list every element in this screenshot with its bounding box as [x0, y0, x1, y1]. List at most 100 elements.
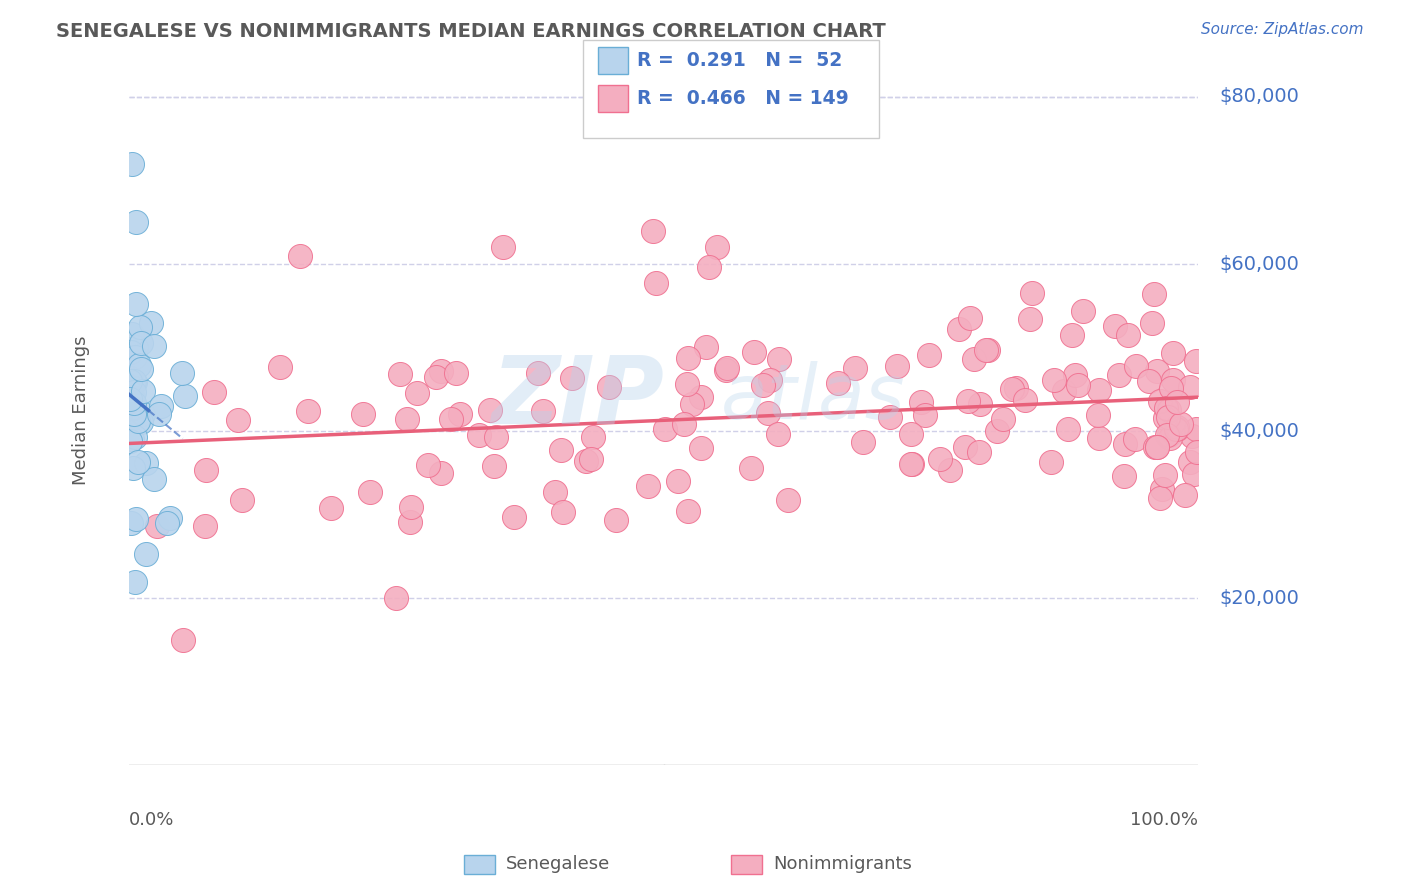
Point [637, 479, 659, 493]
Point [986, 424, 1008, 438]
Point [202, 384, 225, 399]
Text: Nonimmigrants: Nonimmigrants [773, 855, 912, 873]
Point [644, 277, 666, 291]
Point [503, 509, 526, 524]
Point [579, 451, 602, 466]
Text: ZIP: ZIP [492, 351, 665, 444]
Point [174, 389, 197, 403]
Point [844, 361, 866, 376]
Point [120, 516, 142, 530]
Point [974, 343, 997, 357]
Text: Senegalese: Senegalese [506, 855, 610, 873]
Point [1142, 317, 1164, 331]
Point [406, 386, 429, 401]
Point [929, 452, 952, 467]
Point [526, 367, 548, 381]
Point [689, 441, 711, 455]
Point [1166, 422, 1188, 436]
Point [1123, 432, 1146, 446]
Text: Median Earnings: Median Earnings [72, 335, 90, 485]
Point [910, 394, 932, 409]
Point [132, 407, 155, 421]
Point [914, 408, 936, 422]
Point [742, 345, 765, 359]
Point [886, 359, 908, 373]
Point [1088, 431, 1111, 445]
Point [1116, 327, 1139, 342]
Point [143, 339, 166, 353]
Point [124, 574, 146, 589]
Point [352, 407, 374, 421]
Point [385, 591, 408, 606]
Point [121, 157, 143, 171]
Point [689, 390, 711, 404]
Point [778, 492, 800, 507]
Point [1114, 437, 1136, 451]
Point [1137, 374, 1160, 388]
Point [641, 224, 664, 238]
Point [139, 317, 162, 331]
Point [425, 369, 447, 384]
Point [1161, 345, 1184, 359]
Point [120, 434, 142, 448]
Point [430, 467, 453, 481]
Text: $40,000: $40,000 [1219, 422, 1299, 441]
Point [676, 504, 699, 518]
Point [672, 417, 695, 431]
Point [131, 415, 153, 429]
Point [1125, 359, 1147, 373]
Point [1166, 422, 1188, 436]
Point [120, 409, 142, 424]
Point [1181, 428, 1204, 442]
Point [125, 215, 148, 229]
Point [401, 500, 423, 514]
Point [120, 345, 142, 359]
Point [1005, 381, 1028, 395]
Point [706, 240, 728, 254]
Point [194, 463, 217, 477]
Point [124, 375, 146, 389]
Point [575, 454, 598, 468]
Point [1153, 410, 1175, 425]
Text: 0.0%: 0.0% [129, 812, 174, 830]
Point [1146, 440, 1168, 454]
Point [118, 384, 141, 399]
Point [121, 432, 143, 446]
Point [900, 458, 922, 472]
Point [194, 518, 217, 533]
Point [991, 412, 1014, 426]
Point [1087, 408, 1109, 422]
Point [1146, 441, 1168, 455]
Point [129, 362, 152, 376]
Point [1142, 287, 1164, 301]
Point [170, 366, 193, 380]
Point [1060, 328, 1083, 343]
Point [598, 380, 620, 394]
Point [1053, 384, 1076, 398]
Point [156, 516, 179, 530]
Point [1163, 373, 1185, 387]
Point [269, 360, 291, 375]
Point [553, 505, 575, 519]
Point [1071, 304, 1094, 318]
Text: SENEGALESE VS NONIMMIGRANTS MEDIAN EARNINGS CORRELATION CHART: SENEGALESE VS NONIMMIGRANTS MEDIAN EARNI… [56, 22, 886, 41]
Text: $20,000: $20,000 [1219, 589, 1299, 607]
Point [716, 361, 738, 376]
Point [121, 409, 143, 424]
Point [359, 485, 381, 500]
Point [681, 397, 703, 411]
Point [1154, 467, 1177, 482]
Point [766, 427, 789, 442]
Point [125, 340, 148, 354]
Point [416, 458, 439, 473]
Point [143, 472, 166, 486]
Point [146, 518, 169, 533]
Point [122, 391, 145, 405]
Point [118, 392, 141, 406]
Point [1156, 427, 1178, 442]
Point [666, 474, 689, 488]
Point [1159, 431, 1181, 445]
Point [697, 260, 720, 274]
Point [398, 516, 420, 530]
Point [827, 376, 849, 391]
